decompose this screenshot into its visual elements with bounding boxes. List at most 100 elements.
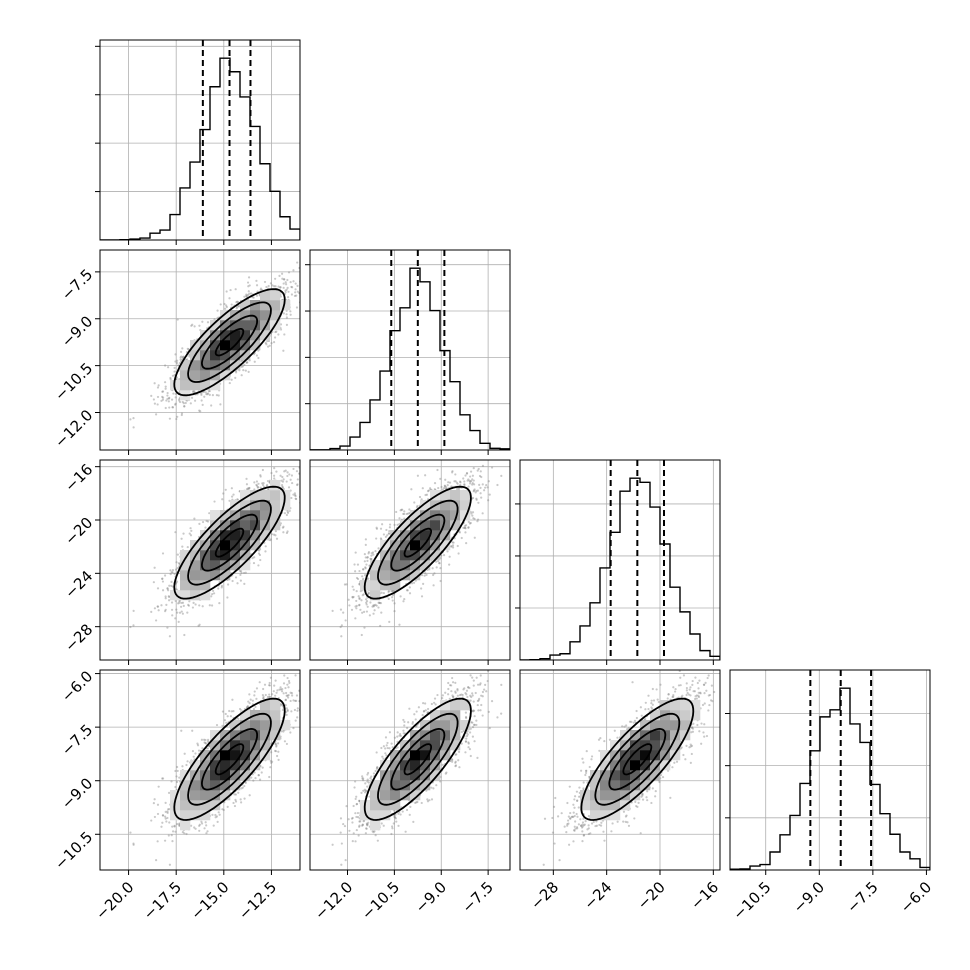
scatter-point bbox=[470, 512, 473, 515]
scatter-point bbox=[573, 828, 576, 832]
scatter-point bbox=[196, 744, 200, 747]
scatter-point bbox=[428, 799, 431, 802]
scatter-point bbox=[283, 470, 286, 473]
scatter-point bbox=[635, 716, 638, 720]
scatter-point bbox=[582, 787, 585, 790]
density-cell bbox=[390, 580, 401, 591]
scatter-point bbox=[560, 812, 563, 815]
scatter-point bbox=[200, 399, 203, 402]
scatter-point bbox=[362, 789, 365, 792]
scatter-point bbox=[166, 587, 169, 590]
scatter-point bbox=[425, 573, 428, 577]
density-cell bbox=[200, 380, 211, 391]
scatter-point bbox=[157, 609, 160, 612]
scatter-point bbox=[635, 709, 638, 713]
density-cell bbox=[210, 340, 221, 351]
scatter-point bbox=[171, 614, 174, 617]
density-cell bbox=[460, 720, 471, 731]
density-cell bbox=[210, 360, 221, 371]
scatter-point bbox=[374, 603, 377, 607]
scatter-point bbox=[444, 478, 447, 481]
scatter-point bbox=[484, 683, 487, 687]
scatter-point bbox=[225, 721, 228, 724]
scatter-point bbox=[351, 840, 354, 843]
scatter-point bbox=[571, 815, 574, 818]
scatter-point bbox=[439, 579, 442, 583]
scatter-point bbox=[579, 824, 583, 827]
density-cell bbox=[580, 800, 591, 811]
scatter-point bbox=[366, 556, 369, 559]
density-cell bbox=[590, 810, 601, 821]
density-cell bbox=[420, 550, 431, 561]
scatter-point bbox=[589, 832, 592, 835]
scatter-point bbox=[285, 316, 288, 319]
scatter-point bbox=[464, 711, 468, 714]
density-cell bbox=[450, 500, 461, 511]
scatter-point bbox=[253, 556, 256, 559]
scatter-point bbox=[194, 827, 197, 830]
scatter-point bbox=[363, 560, 366, 563]
density-cell bbox=[220, 340, 231, 351]
scatter-point bbox=[373, 830, 376, 833]
density-cell bbox=[670, 750, 681, 761]
scatter-point bbox=[650, 702, 653, 705]
scatter-point bbox=[221, 808, 224, 811]
scatter-point bbox=[450, 545, 453, 548]
scatter-point bbox=[456, 689, 459, 692]
scatter-point bbox=[711, 700, 714, 703]
scatter-point bbox=[572, 815, 575, 819]
scatter-point bbox=[164, 817, 167, 820]
scatter-point bbox=[303, 312, 305, 314]
scatter-point bbox=[287, 686, 290, 689]
density-cell bbox=[580, 790, 591, 801]
scatter-point bbox=[447, 481, 450, 484]
scatter-point bbox=[423, 574, 426, 577]
density-cell bbox=[600, 770, 611, 781]
density-cell bbox=[250, 300, 261, 311]
scatter-point bbox=[402, 729, 405, 732]
scatter-point bbox=[625, 814, 628, 817]
scatter-point bbox=[408, 592, 412, 595]
density-cell bbox=[590, 770, 601, 781]
density-cell bbox=[230, 770, 241, 781]
scatter-point bbox=[206, 392, 210, 395]
scatter-point bbox=[210, 595, 213, 598]
scatter-point bbox=[129, 418, 132, 421]
density-cell bbox=[270, 290, 281, 301]
scatter-point bbox=[216, 309, 219, 312]
density-cell bbox=[230, 750, 241, 761]
scatter-point bbox=[303, 488, 305, 490]
density-cell bbox=[230, 520, 241, 531]
scatter-point bbox=[185, 832, 188, 836]
scatter-point bbox=[220, 584, 224, 587]
scatter-point bbox=[443, 485, 447, 488]
density-cell bbox=[210, 540, 221, 551]
scatter-point bbox=[319, 709, 321, 711]
scatter-point bbox=[395, 510, 398, 514]
scatter-point bbox=[286, 511, 290, 514]
scatter-point bbox=[485, 690, 488, 693]
scatter-point bbox=[454, 764, 458, 767]
scatter-point bbox=[645, 796, 648, 799]
density-cell bbox=[670, 730, 681, 741]
scatter-point bbox=[164, 595, 167, 598]
scatter-point bbox=[452, 695, 455, 698]
density-cell bbox=[240, 330, 251, 341]
density-cell bbox=[400, 560, 411, 571]
density-cell bbox=[180, 570, 191, 581]
density-cell bbox=[440, 520, 451, 531]
scatter-point bbox=[471, 483, 474, 486]
scatter-point bbox=[690, 731, 693, 734]
scatter-point bbox=[472, 684, 475, 687]
scatter-point bbox=[364, 566, 367, 569]
scatter-point bbox=[291, 481, 294, 485]
scatter-point bbox=[553, 842, 556, 845]
scatter-point bbox=[166, 810, 169, 813]
scatter-point bbox=[469, 754, 472, 758]
scatter-point bbox=[246, 281, 250, 284]
scatter-point bbox=[447, 693, 450, 696]
scatter-point bbox=[230, 710, 233, 713]
scatter-point bbox=[667, 693, 670, 696]
scatter-point bbox=[569, 817, 572, 820]
density-cell bbox=[460, 490, 471, 501]
